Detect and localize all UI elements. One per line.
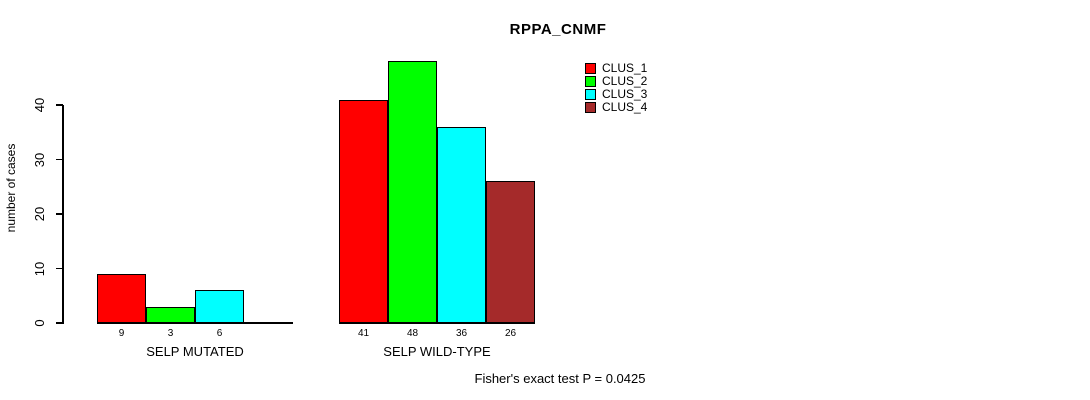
y-tick-label: 40 — [32, 97, 47, 113]
x-axis-baseline — [97, 322, 293, 324]
bar-clus_4 — [486, 181, 535, 323]
legend-swatch-clus_3 — [585, 89, 596, 100]
legend-label: CLUS_2 — [602, 74, 648, 88]
annotation-fisher-test: Fisher's exact test P = 0.0425 — [474, 371, 646, 386]
y-tick-label: 10 — [32, 261, 47, 276]
y-tick — [56, 267, 63, 270]
y-axis-label: number of cases — [4, 143, 18, 233]
bar-clus_3 — [437, 126, 486, 323]
legend-item: CLUS_1 — [585, 62, 647, 75]
bar-clus_2 — [388, 61, 437, 323]
bar-clus_1 — [339, 99, 388, 323]
bar-value-label: 41 — [357, 328, 370, 339]
bar-clus_1 — [97, 273, 146, 323]
legend: CLUS_1 CLUS_2 CLUS_3 CLUS_4 — [585, 62, 647, 114]
y-tick-label: 20 — [32, 206, 47, 222]
legend-swatch-clus_4 — [585, 102, 596, 113]
legend-swatch-clus_1 — [585, 63, 596, 74]
group-label: SELP WILD-TYPE — [383, 344, 491, 359]
x-axis-baseline — [339, 322, 535, 324]
y-tick-label: 30 — [32, 152, 47, 167]
chart-title: RPPA_CNMF — [509, 21, 607, 38]
y-tick — [56, 104, 63, 106]
y-tick — [56, 213, 63, 215]
bar-clus_2 — [146, 306, 195, 323]
y-tick-label: 0 — [32, 319, 47, 327]
legend-label: CLUS_4 — [602, 100, 648, 114]
legend-item: CLUS_2 — [585, 75, 647, 88]
bar-value-label: 6 — [216, 328, 223, 339]
legend-label: CLUS_1 — [602, 61, 648, 75]
legend-label: CLUS_3 — [602, 87, 648, 101]
bar-clus_3 — [195, 290, 244, 323]
bar-value-label: 9 — [118, 328, 125, 339]
legend-item: CLUS_4 — [585, 101, 647, 114]
bar-value-label: 3 — [167, 328, 174, 339]
group-label: SELP MUTATED — [146, 344, 244, 359]
y-tick — [56, 322, 63, 324]
y-tick — [56, 158, 63, 161]
bar-value-label: 36 — [455, 328, 468, 339]
bar-value-label: 26 — [504, 328, 517, 339]
legend-item: CLUS_3 — [585, 88, 647, 101]
legend-swatch-clus_2 — [585, 76, 596, 87]
bar-value-label: 48 — [406, 328, 419, 339]
